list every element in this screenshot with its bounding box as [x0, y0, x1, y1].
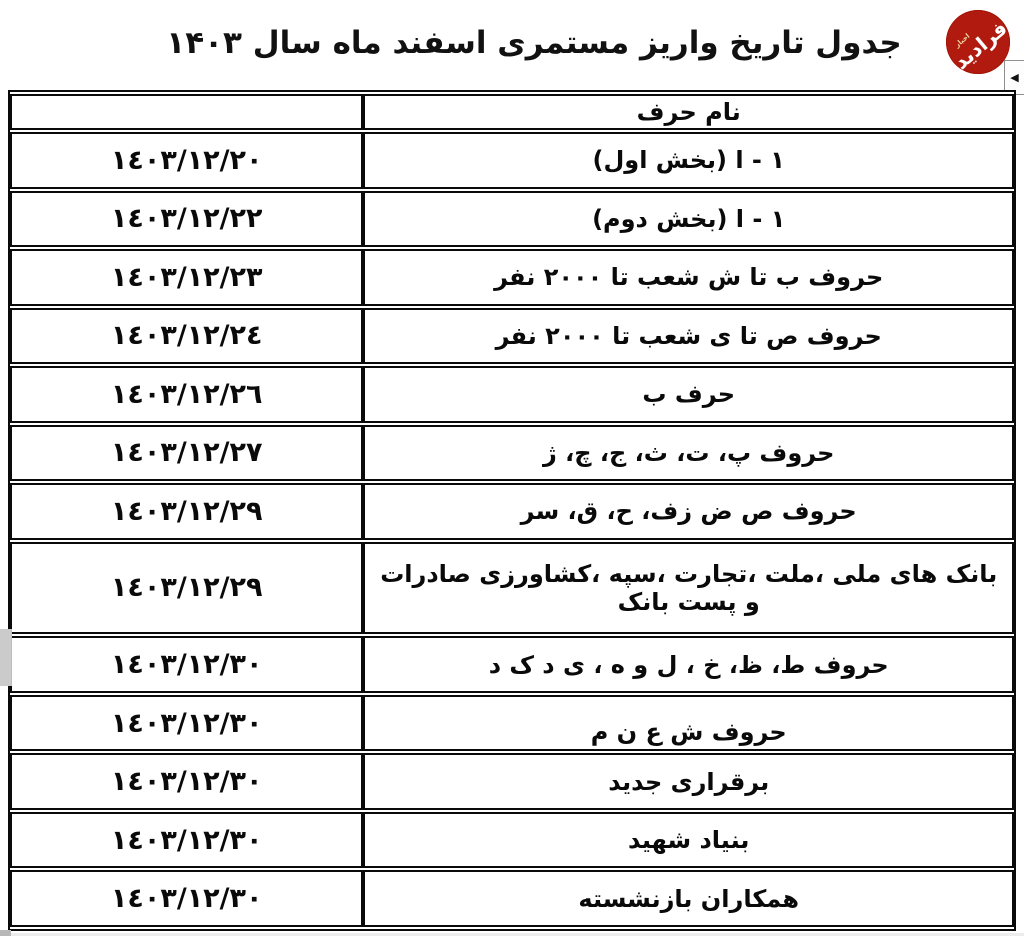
table-row: حرف ب ١٤٠٣/١٢/٢٦: [10, 366, 1014, 423]
table-row: ۱ - ا (بخش دوم) ١٤٠٣/١٢/٢٢: [10, 190, 1014, 248]
table-row: حروف ص ض زف، ح، ق، سر ١٤٠٣/١٢/٢٩: [10, 483, 1014, 540]
letter-name-cell: بنیاد شهید: [363, 811, 1014, 869]
deposit-date-cell: ١٤٠٣/١٢/٣٠: [10, 870, 364, 927]
letter-name-cell: ۱ - ا (بخش دوم): [363, 190, 1014, 248]
deposit-date-cell: ١٤٠٣/١٢/٢٧: [10, 424, 364, 482]
letter-name-cell: حروف ش ع ن م: [363, 694, 1014, 752]
scrollbar-fragment[interactable]: [0, 629, 12, 686]
deposit-date-cell: ١٤٠٣/١٢/٣٠: [10, 811, 364, 869]
table-row: بانک های ملی ،ملت ،تجارت ،سپه ،کشاورزی ص…: [10, 541, 1014, 635]
table-row: حروف پ، ت، ث، ج، چ، ژ ١٤٠٣/١٢/٢٧: [10, 424, 1014, 482]
deposit-date-cell: ١٤٠٣/١٢/٢٢: [10, 190, 364, 248]
letter-name-cell: ۱ - ا (بخش اول): [363, 132, 1014, 189]
bottom-edge-strip: [0, 933, 1024, 936]
bottom-corner-fragment: [0, 930, 11, 936]
table-row: حروف ب تا ش شعب تا ٢٠٠٠ نفر ١٤٠٣/١٢/٢٣: [10, 249, 1014, 306]
deposit-date-cell: ١٤٠٣/١٢/٢٤: [10, 307, 364, 365]
letter-name-cell: حروف ص ض زف، ح، ق، سر: [363, 483, 1014, 540]
table-row: حروف ص تا ی شعب تا ٢٠٠٠ نفر ١٤٠٣/١٢/٢٤: [10, 307, 1014, 365]
deposit-date-cell: ١٤٠٣/١٢/٣٠: [10, 753, 364, 810]
letter-name-cell: حروف ب تا ش شعب تا ٢٠٠٠ نفر: [363, 249, 1014, 306]
letter-name-cell: حرف ب: [363, 366, 1014, 423]
deposit-date-cell: ١٤٠٣/١٢/٣٠: [10, 636, 364, 693]
pension-deposit-schedule-table: نام حرف ۱ - ا (بخش اول) ١٤٠٣/١٢/٢٠ ۱ - ا…: [8, 90, 1016, 931]
page-title: جدول تاریخ واریز مستمری اسفند ماه سال ۱۴…: [166, 25, 902, 61]
column-header-date: [10, 94, 364, 130]
table-row: ۱ - ا (بخش اول) ١٤٠٣/١٢/٢٠: [10, 132, 1014, 189]
faradid-logo-calligraphy: اخبار فرادید: [946, 11, 1010, 74]
letter-name-cell: همکاران بازنشسته: [363, 870, 1014, 927]
faradid-logo: اخبار فرادید: [946, 10, 1010, 74]
table-row: همکاران بازنشسته ١٤٠٣/١٢/٣٠: [10, 870, 1014, 927]
deposit-date-cell: ١٤٠٣/١٢/٣٠: [10, 694, 364, 752]
letter-name-cell: حروف ص تا ی شعب تا ٢٠٠٠ نفر: [363, 307, 1014, 365]
letter-name-cell: حروف پ، ت، ث، ج، چ، ژ: [363, 424, 1014, 482]
deposit-date-cell: ١٤٠٣/١٢/٢٠: [10, 132, 364, 189]
table-row: حروف ش ع ن م ١٤٠٣/١٢/٣٠: [10, 694, 1014, 752]
table-row: برقراری جدید ١٤٠٣/١٢/٣٠: [10, 753, 1014, 810]
table-header-row: نام حرف: [10, 94, 1014, 130]
deposit-date-cell: ١٤٠٣/١٢/٢٦: [10, 366, 364, 423]
column-header-letter-name: نام حرف: [363, 94, 1014, 130]
left-arrow-icon: ◀: [1010, 71, 1019, 84]
table-row: بنیاد شهید ١٤٠٣/١٢/٣٠: [10, 811, 1014, 869]
letter-name-cell: برقراری جدید: [363, 753, 1014, 810]
deposit-date-cell: ١٤٠٣/١٢/٢٣: [10, 249, 364, 306]
letter-name-cell: حروف ط، ظ، خ ، ل و ه ، ی د ک د: [363, 636, 1014, 693]
deposit-date-cell: ١٤٠٣/١٢/٢٩: [10, 483, 364, 540]
title-bar: جدول تاریخ واریز مستمری اسفند ماه سال ۱۴…: [0, 0, 1024, 86]
deposit-date-cell: ١٤٠٣/١٢/٢٩: [10, 541, 364, 635]
table-body: ۱ - ا (بخش اول) ١٤٠٣/١٢/٢٠ ۱ - ا (بخش دو…: [10, 132, 1014, 927]
table-row: حروف ط، ظ، خ ، ل و ه ، ی د ک د ١٤٠٣/١٢/٣…: [10, 636, 1014, 693]
letter-name-cell: بانک های ملی ،ملت ،تجارت ،سپه ،کشاورزی ص…: [363, 541, 1014, 635]
